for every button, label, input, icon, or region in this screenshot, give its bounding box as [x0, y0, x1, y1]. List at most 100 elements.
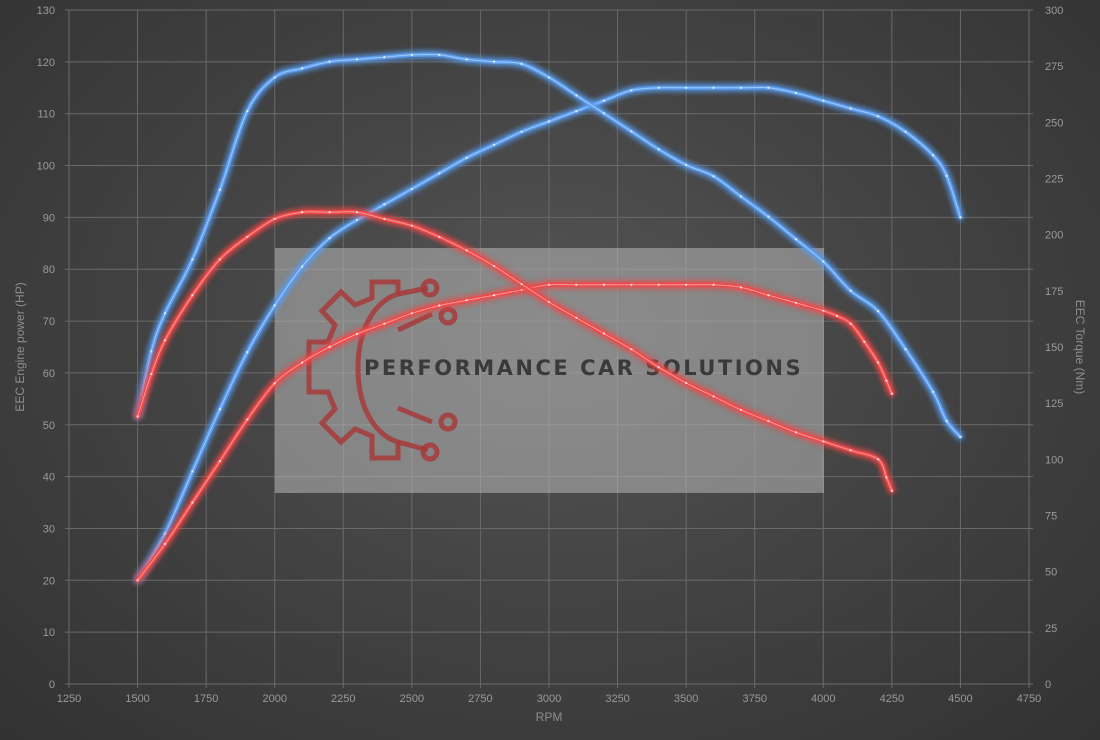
x-tick-label: 2500	[400, 693, 424, 705]
data-point	[383, 203, 386, 206]
data-point	[300, 67, 304, 70]
data-point	[163, 312, 167, 315]
series-stock_power	[135, 282, 894, 583]
data-point	[575, 283, 578, 286]
right-tick-label: 100	[1045, 454, 1063, 466]
left-tick-label: 130	[37, 5, 55, 17]
data-point	[163, 339, 167, 342]
data-point	[657, 366, 660, 369]
data-point	[959, 216, 962, 219]
right-tick-label: 300	[1045, 5, 1063, 17]
data-point	[328, 60, 331, 63]
data-point	[410, 187, 414, 191]
data-point	[383, 56, 386, 59]
data-point	[712, 395, 715, 398]
data-point	[630, 348, 633, 351]
data-point	[794, 238, 798, 241]
data-point	[191, 258, 194, 261]
data-point	[410, 312, 414, 315]
gear-logo-icon	[306, 278, 458, 462]
data-point	[383, 322, 386, 325]
data-point	[547, 120, 551, 123]
data-point	[575, 94, 578, 97]
right-tick-label: 150	[1045, 342, 1063, 354]
x-axis-ticks: 1250 1500 1750 2000 2250 2500 2750 3000 3250 3500…	[57, 693, 1041, 705]
data-point	[822, 99, 825, 102]
x-tick-label: 4750	[1017, 693, 1041, 705]
data-point	[520, 130, 523, 133]
data-point	[300, 361, 304, 364]
data-point	[150, 350, 153, 353]
data-point	[150, 372, 153, 376]
data-point	[492, 60, 496, 63]
data-point	[438, 304, 441, 307]
right-tick-label: 275	[1045, 61, 1063, 73]
data-point	[657, 148, 660, 151]
right-axis-title: EEC Torque (Nm)	[1073, 300, 1087, 394]
data-point	[300, 211, 304, 214]
left-tick-label: 90	[43, 212, 55, 224]
data-point	[684, 86, 688, 90]
data-point	[218, 258, 222, 261]
data-point	[246, 351, 249, 354]
data-point	[438, 53, 441, 57]
data-point	[684, 283, 688, 286]
right-tick-label: 175	[1045, 286, 1063, 298]
left-axis-ticks: 0 10 20 30 40 50 60 70 80 90 100 110 120 130	[37, 5, 55, 691]
data-point	[465, 299, 468, 302]
left-axis-title: EEC Engine power (HP)	[13, 282, 27, 411]
data-point	[684, 381, 688, 385]
data-point	[246, 109, 249, 113]
data-point	[547, 300, 551, 304]
data-point	[191, 294, 194, 297]
x-tick-label: 3750	[742, 693, 766, 705]
data-point	[273, 76, 276, 79]
series-stock_torque	[135, 209, 894, 493]
data-point	[328, 345, 331, 349]
data-point	[547, 76, 551, 79]
series-layer	[135, 52, 963, 583]
data-point	[575, 109, 578, 113]
data-point	[602, 112, 606, 115]
x-tick-label: 4250	[880, 693, 904, 705]
data-point	[191, 470, 194, 473]
data-point	[767, 294, 770, 297]
data-point	[904, 348, 907, 351]
data-point	[492, 294, 496, 297]
watermark-text: PERFORMANCE CAR SOLUTIONS	[364, 356, 803, 380]
x-tick-label: 2750	[468, 693, 492, 705]
data-point	[136, 415, 139, 418]
data-point	[163, 542, 167, 546]
data-point	[739, 408, 743, 412]
right-axis-ticks: 0 25 50 75 100 125 150 175 200 225 250 275 300	[1045, 5, 1063, 691]
data-point	[739, 195, 743, 198]
x-tick-label: 1750	[194, 693, 218, 705]
right-tick-label: 225	[1045, 174, 1063, 186]
data-point	[438, 172, 441, 175]
data-point	[218, 408, 222, 411]
data-point	[136, 579, 139, 582]
data-point	[273, 217, 276, 221]
x-axis-title: RPM	[536, 710, 563, 724]
data-point	[849, 289, 852, 292]
right-tick-label: 250	[1045, 117, 1063, 129]
data-point	[822, 440, 825, 443]
x-tick-label: 3250	[605, 693, 629, 705]
left-tick-label: 80	[43, 264, 55, 276]
data-point	[465, 156, 468, 159]
data-point	[602, 283, 606, 286]
data-point	[794, 431, 798, 434]
series-tuned_power	[135, 85, 963, 583]
data-point	[191, 501, 194, 504]
data-point	[410, 53, 414, 57]
left-tick-label: 100	[37, 161, 55, 173]
data-point	[602, 332, 606, 335]
data-point	[465, 249, 468, 252]
data-point	[849, 449, 852, 452]
left-tick-label: 120	[37, 57, 55, 69]
data-point	[712, 86, 715, 90]
data-point	[931, 390, 935, 394]
data-point	[767, 419, 770, 423]
data-point	[355, 332, 359, 336]
